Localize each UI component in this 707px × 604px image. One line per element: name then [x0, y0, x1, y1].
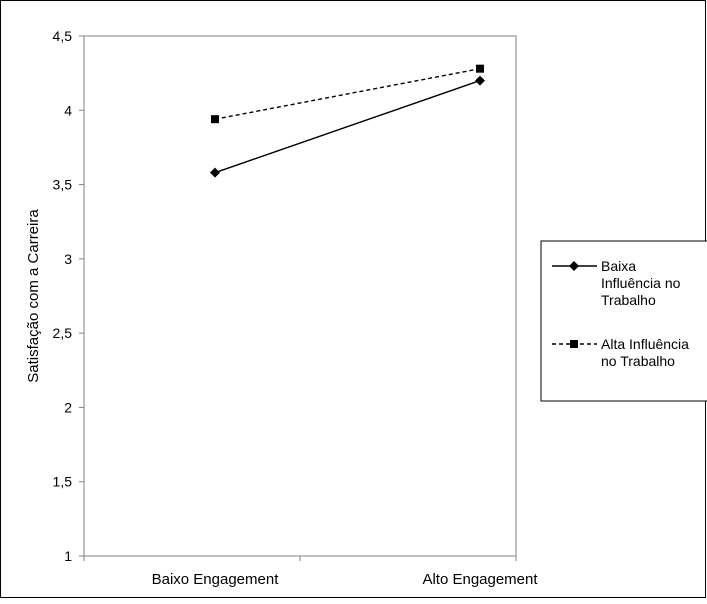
legend-label: Alta Influência [601, 336, 689, 352]
plot-area [83, 35, 517, 557]
y-tick-label: 3,5 [53, 177, 73, 193]
data-point [475, 75, 485, 86]
data-point [476, 64, 484, 73]
series-line [214, 79, 481, 174]
y-tick-label: 2 [64, 399, 72, 415]
legend-marker-swatch [570, 340, 578, 348]
y-tick-label: 3 [64, 251, 72, 267]
legend-label: Baixa [601, 258, 636, 274]
legend-marker-swatch [569, 261, 579, 271]
legend-label: Trabalho [601, 292, 656, 308]
y-tick-label: 4,5 [53, 28, 73, 44]
data-point [211, 115, 219, 124]
series-1 [210, 75, 485, 178]
y-tick-label: 1 [64, 548, 72, 564]
series-line [214, 67, 481, 120]
series-2 [211, 64, 484, 124]
x-tick-label: Baixo Engagement [152, 571, 280, 588]
y-tick-label: 2,5 [53, 325, 73, 341]
x-tick-label: Alto Engagement [422, 571, 538, 588]
y-tick-label: 4 [64, 102, 72, 118]
data-point [210, 167, 220, 178]
y-tick-label: 1,5 [53, 474, 73, 490]
legend-label: Influência no [601, 275, 681, 291]
legend-box [540, 240, 707, 402]
y-axis-title: Satisfação com a Carreira [25, 209, 42, 383]
legend-label: no Trabalho [601, 353, 675, 369]
